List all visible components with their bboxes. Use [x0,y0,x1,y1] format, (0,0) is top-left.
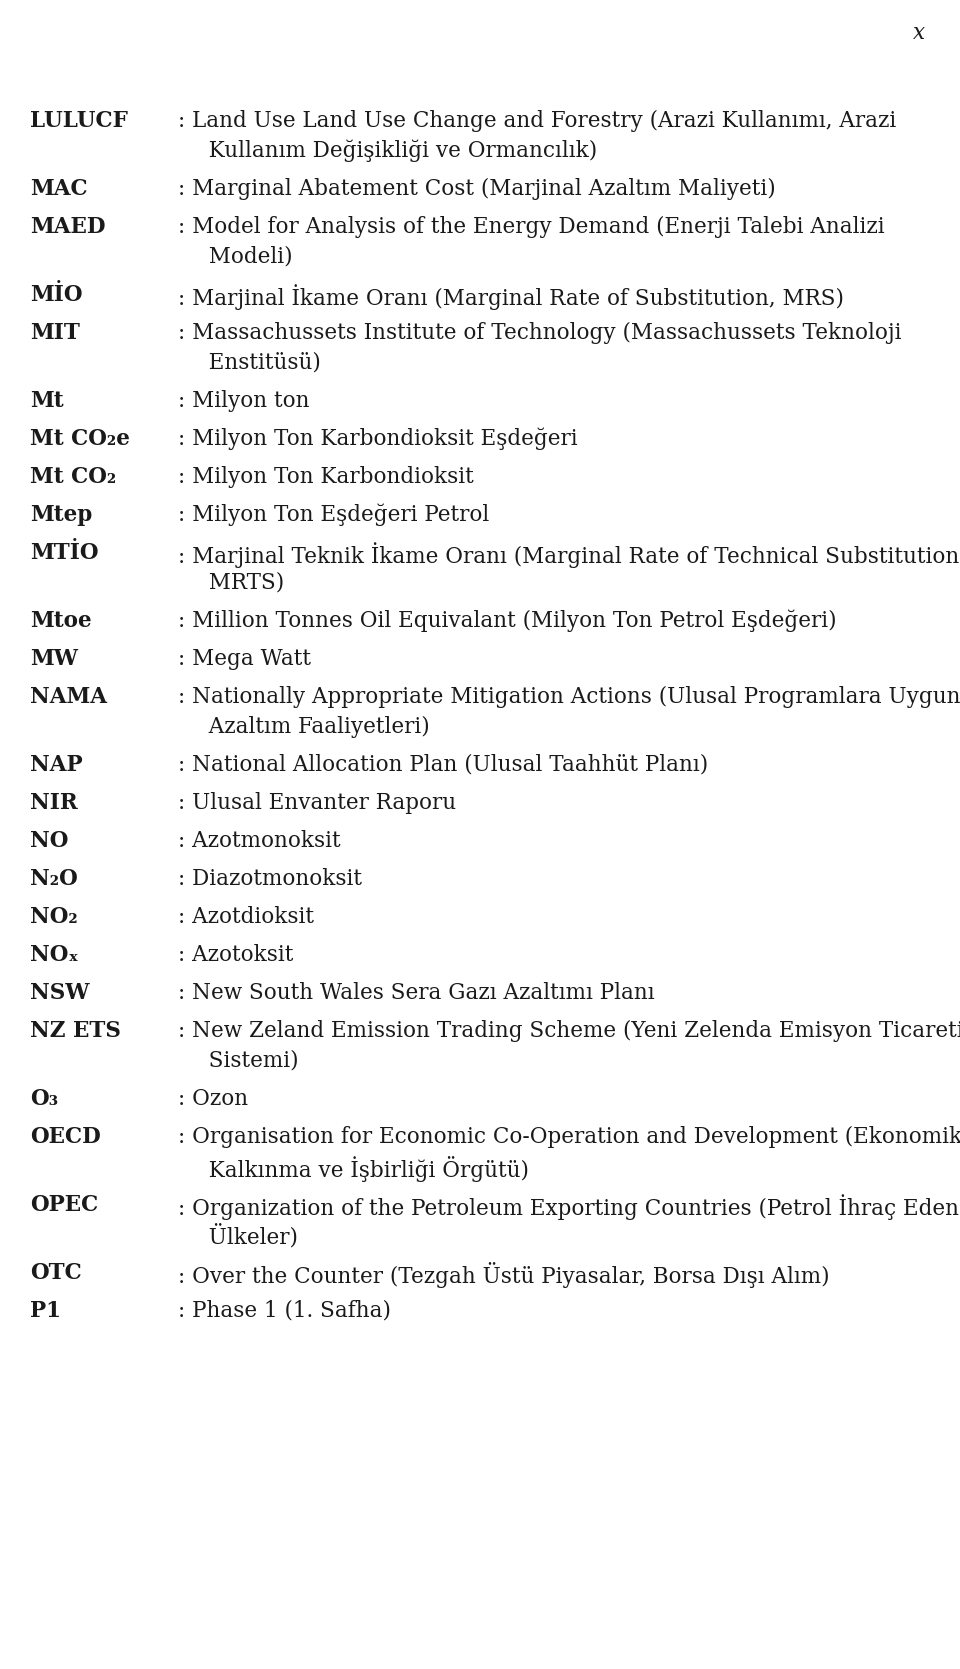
Text: Sistemi): Sistemi) [195,1050,299,1071]
Text: NAP: NAP [30,754,83,776]
Text: NOₓ: NOₓ [30,945,79,966]
Text: : Massachussets Institute of Technology (Massachussets Teknoloji: : Massachussets Institute of Technology … [178,322,901,344]
Text: NIR: NIR [30,793,78,814]
Text: MAED: MAED [30,215,106,239]
Text: : New South Wales Sera Gazı Azaltımı Planı: : New South Wales Sera Gazı Azaltımı Pla… [178,981,655,1005]
Text: : Marjinal İkame Oranı (Marginal Rate of Substitution, MRS): : Marjinal İkame Oranı (Marginal Rate of… [178,284,844,310]
Text: Mtep: Mtep [30,504,92,526]
Text: : Milyon Ton Karbondioksit: : Milyon Ton Karbondioksit [178,466,473,487]
Text: Ülkeler): Ülkeler) [195,1223,298,1248]
Text: NAMA: NAMA [30,686,107,708]
Text: Kullanım Değişikliği ve Ormancılık): Kullanım Değişikliği ve Ormancılık) [195,140,597,162]
Text: Kalkınma ve İşbirliği Örgütü): Kalkınma ve İşbirliği Örgütü) [195,1157,529,1182]
Text: : Land Use Land Use Change and Forestry (Arazi Kullanımı, Arazi: : Land Use Land Use Change and Forestry … [178,110,897,132]
Text: OPEC: OPEC [30,1193,98,1217]
Text: : Diazotmonoksit: : Diazotmonoksit [178,868,362,890]
Text: NZ ETS: NZ ETS [30,1020,121,1041]
Text: : New Zeland Emission Trading Scheme (Yeni Zelenda Emisyon Ticareti: : New Zeland Emission Trading Scheme (Ye… [178,1020,960,1041]
Text: MİO: MİO [30,284,83,305]
Text: MAC: MAC [30,179,87,200]
Text: : Azotoksit: : Azotoksit [178,945,294,966]
Text: MW: MW [30,648,78,669]
Text: : Phase 1 (1. Safha): : Phase 1 (1. Safha) [178,1300,391,1322]
Text: MTİO: MTİO [30,542,99,564]
Text: NO₂: NO₂ [30,906,78,928]
Text: : Organisation for Economic Co-Operation and Development (Ekonomik: : Organisation for Economic Co-Operation… [178,1127,960,1148]
Text: Mtoe: Mtoe [30,609,91,633]
Text: Azaltım Faaliyetleri): Azaltım Faaliyetleri) [195,716,430,738]
Text: : Over the Counter (Tezgah Üstü Piyasalar, Borsa Dışı Alım): : Over the Counter (Tezgah Üstü Piyasala… [178,1262,829,1288]
Text: MIT: MIT [30,322,80,344]
Text: : National Allocation Plan (Ulusal Taahhüt Planı): : National Allocation Plan (Ulusal Taahh… [178,754,708,776]
Text: : Ozon: : Ozon [178,1088,248,1110]
Text: Modeli): Modeli) [195,245,293,269]
Text: MRTS): MRTS) [195,572,284,594]
Text: : Mega Watt: : Mega Watt [178,648,311,669]
Text: : Ulusal Envanter Raporu: : Ulusal Envanter Raporu [178,793,456,814]
Text: Mt: Mt [30,391,63,412]
Text: : Marjinal Teknik İkame Oranı (Marginal Rate of Technical Substitution,: : Marjinal Teknik İkame Oranı (Marginal … [178,542,960,567]
Text: OTC: OTC [30,1262,82,1283]
Text: OECD: OECD [30,1127,101,1148]
Text: : Organization of the Petroleum Exporting Countries (Petrol İhraç Eden: : Organization of the Petroleum Exportin… [178,1193,959,1220]
Text: x: x [913,22,925,43]
Text: : Model for Analysis of the Energy Demand (Enerji Talebi Analizi: : Model for Analysis of the Energy Deman… [178,215,884,239]
Text: : Marginal Abatement Cost (Marjinal Azaltım Maliyeti): : Marginal Abatement Cost (Marjinal Azal… [178,179,776,200]
Text: Mt CO₂: Mt CO₂ [30,466,116,487]
Text: NSW: NSW [30,981,89,1005]
Text: N₂O: N₂O [30,868,78,890]
Text: Mt CO₂e: Mt CO₂e [30,427,130,451]
Text: LULUCF: LULUCF [30,110,128,132]
Text: NO: NO [30,829,68,851]
Text: : Nationally Appropriate Mitigation Actions (Ulusal Programlara Uygun: : Nationally Appropriate Mitigation Acti… [178,686,960,708]
Text: Enstitüsü): Enstitüsü) [195,352,321,374]
Text: : Azotmonoksit: : Azotmonoksit [178,829,341,851]
Text: : Azotdioksit: : Azotdioksit [178,906,314,928]
Text: : Million Tonnes Oil Equivalant (Milyon Ton Petrol Eşdeğeri): : Million Tonnes Oil Equivalant (Milyon … [178,609,836,633]
Text: O₃: O₃ [30,1088,59,1110]
Text: P1: P1 [30,1300,61,1322]
Text: : Milyon Ton Karbondioksit Eşdeğeri: : Milyon Ton Karbondioksit Eşdeğeri [178,427,578,451]
Text: : Milyon ton: : Milyon ton [178,391,309,412]
Text: : Milyon Ton Eşdeğeri Petrol: : Milyon Ton Eşdeğeri Petrol [178,504,490,526]
